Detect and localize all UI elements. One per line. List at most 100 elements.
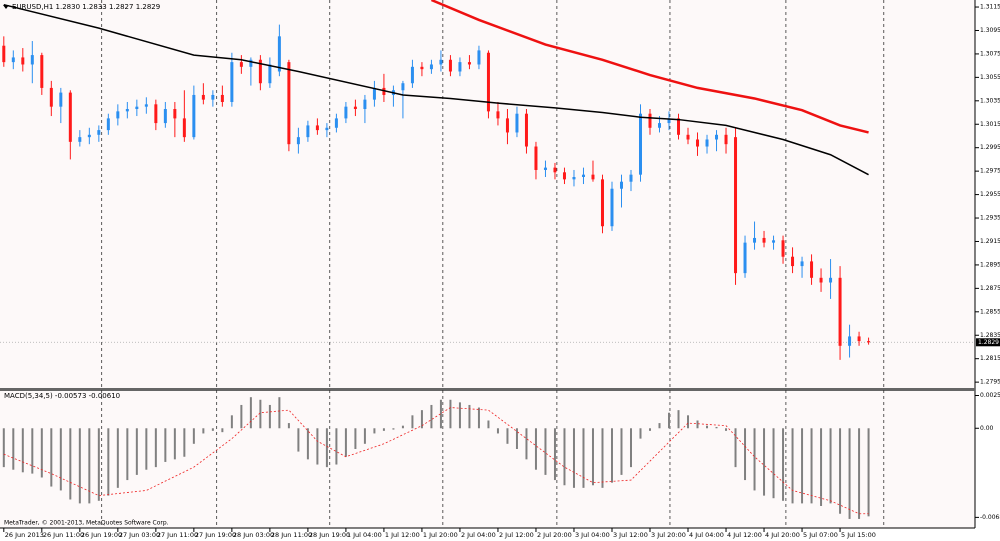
macd-bar bbox=[164, 428, 167, 462]
candle-body bbox=[334, 118, 338, 128]
x-tick-label: 27 Jun 03:00 bbox=[119, 531, 160, 539]
candle-body bbox=[477, 50, 481, 65]
x-tick-label: 28 Jun 19:00 bbox=[309, 531, 350, 539]
candle-body bbox=[505, 118, 509, 133]
x-tick-label: 3 Jul 12:00 bbox=[613, 531, 648, 539]
macd-bar bbox=[354, 428, 357, 449]
macd-bar bbox=[449, 399, 452, 429]
x-tick-label: 3 Jul 20:00 bbox=[651, 531, 686, 539]
macd-bar bbox=[848, 428, 851, 519]
macd-bar bbox=[591, 428, 594, 486]
candle-body bbox=[296, 137, 300, 145]
panel-separator bbox=[0, 388, 975, 391]
candle-body bbox=[486, 52, 490, 112]
y-tick-label: 1.3075 bbox=[980, 50, 1000, 57]
macd-bar bbox=[572, 428, 575, 488]
macd-bar bbox=[687, 415, 690, 429]
macd-bar bbox=[468, 404, 471, 429]
candle-body bbox=[591, 174, 595, 180]
candle-body bbox=[600, 179, 604, 227]
x-tick-label: 28 Jun 03:00 bbox=[233, 531, 274, 539]
candle-body bbox=[867, 341, 871, 343]
macd-bar bbox=[373, 428, 376, 434]
x-tick-label: 4 Jul 12:00 bbox=[727, 531, 762, 539]
candle-body bbox=[572, 177, 576, 180]
x-tick-label: 2 Jul 20:00 bbox=[537, 531, 572, 539]
candle-body bbox=[638, 113, 642, 175]
indicator-title: MACD(5,34,5) -0.00573 -0.00610 bbox=[4, 392, 120, 400]
macd-bar bbox=[40, 428, 43, 478]
candle-body bbox=[524, 113, 528, 147]
y-tick-label: 1.2815 bbox=[980, 355, 1000, 362]
candle-body bbox=[230, 62, 234, 102]
candle-body bbox=[154, 104, 158, 124]
y-tick-label: 1.2915 bbox=[980, 238, 1000, 245]
candle-body bbox=[677, 118, 681, 135]
macd-bar bbox=[59, 428, 62, 491]
moving-average bbox=[430, 0, 869, 134]
macd-bar bbox=[477, 407, 480, 429]
y-tick-label: 1.3115 bbox=[980, 4, 1000, 11]
macd-bar bbox=[21, 428, 24, 473]
macd-bar bbox=[715, 426, 718, 429]
candle-body bbox=[581, 174, 585, 178]
price-axis-background bbox=[975, 0, 1000, 541]
candle-body bbox=[667, 118, 671, 124]
candle-body bbox=[116, 111, 120, 119]
candle-body bbox=[781, 240, 785, 257]
candle-body bbox=[439, 59, 443, 65]
candle-body bbox=[420, 66, 424, 70]
macd-bar bbox=[230, 415, 233, 429]
y-tick-label: 1.2855 bbox=[980, 308, 1000, 315]
y-tick-label: 1.3015 bbox=[980, 121, 1000, 128]
macd-bar bbox=[335, 428, 338, 465]
macd-bar bbox=[506, 428, 509, 444]
x-tick-label: 1 Jul 12:00 bbox=[385, 531, 420, 539]
macd-bar bbox=[772, 428, 775, 499]
candle-body bbox=[173, 109, 177, 119]
y-tick-label: 1.3055 bbox=[980, 74, 1000, 81]
macd-bar bbox=[97, 428, 100, 501]
macd-bar bbox=[183, 428, 186, 457]
macd-bar bbox=[791, 428, 794, 504]
candle-body bbox=[49, 87, 53, 107]
macd-bar bbox=[240, 404, 243, 429]
macd-bar bbox=[829, 428, 832, 504]
macd-bar bbox=[525, 428, 528, 460]
x-tick-label: 5 Jul 07:00 bbox=[803, 531, 838, 539]
x-tick-label: 1 Jul 04:00 bbox=[347, 531, 382, 539]
macd-bar bbox=[126, 428, 129, 481]
macd-bar bbox=[867, 428, 870, 517]
y-tick-label: 1.2975 bbox=[980, 168, 1000, 175]
candle-body bbox=[249, 59, 253, 67]
x-tick-label: 2 Jul 04:00 bbox=[461, 531, 496, 539]
candle-body bbox=[410, 66, 414, 84]
candle-body bbox=[734, 137, 738, 274]
macd-bar bbox=[287, 423, 290, 429]
macd-bar bbox=[677, 410, 680, 429]
y-tick-label: 1.2995 bbox=[980, 144, 1000, 151]
candle-body bbox=[144, 104, 148, 107]
candle-body bbox=[239, 62, 243, 67]
macd-bar bbox=[173, 428, 176, 460]
x-tick-label: 26 Jun 2013 bbox=[5, 531, 44, 539]
x-tick-label: 5 Jul 15:00 bbox=[841, 531, 876, 539]
macd-bar bbox=[145, 428, 148, 470]
x-tick-label: 3 Jul 04:00 bbox=[575, 531, 610, 539]
candle-body bbox=[467, 62, 471, 65]
candle-body bbox=[696, 139, 700, 147]
macd-bar bbox=[763, 428, 766, 496]
candle-body bbox=[715, 134, 719, 140]
candle-body bbox=[610, 188, 614, 227]
macd-bar bbox=[544, 428, 547, 475]
macd-bar bbox=[649, 428, 651, 431]
candle-body bbox=[30, 55, 34, 65]
macd-bar bbox=[782, 428, 785, 501]
macd-bar bbox=[211, 428, 214, 431]
y-tick-label: 1.3035 bbox=[980, 97, 1000, 104]
candle-body bbox=[287, 62, 291, 145]
candle-body bbox=[543, 167, 547, 170]
candle-body bbox=[562, 172, 566, 180]
candle-body bbox=[40, 55, 44, 88]
